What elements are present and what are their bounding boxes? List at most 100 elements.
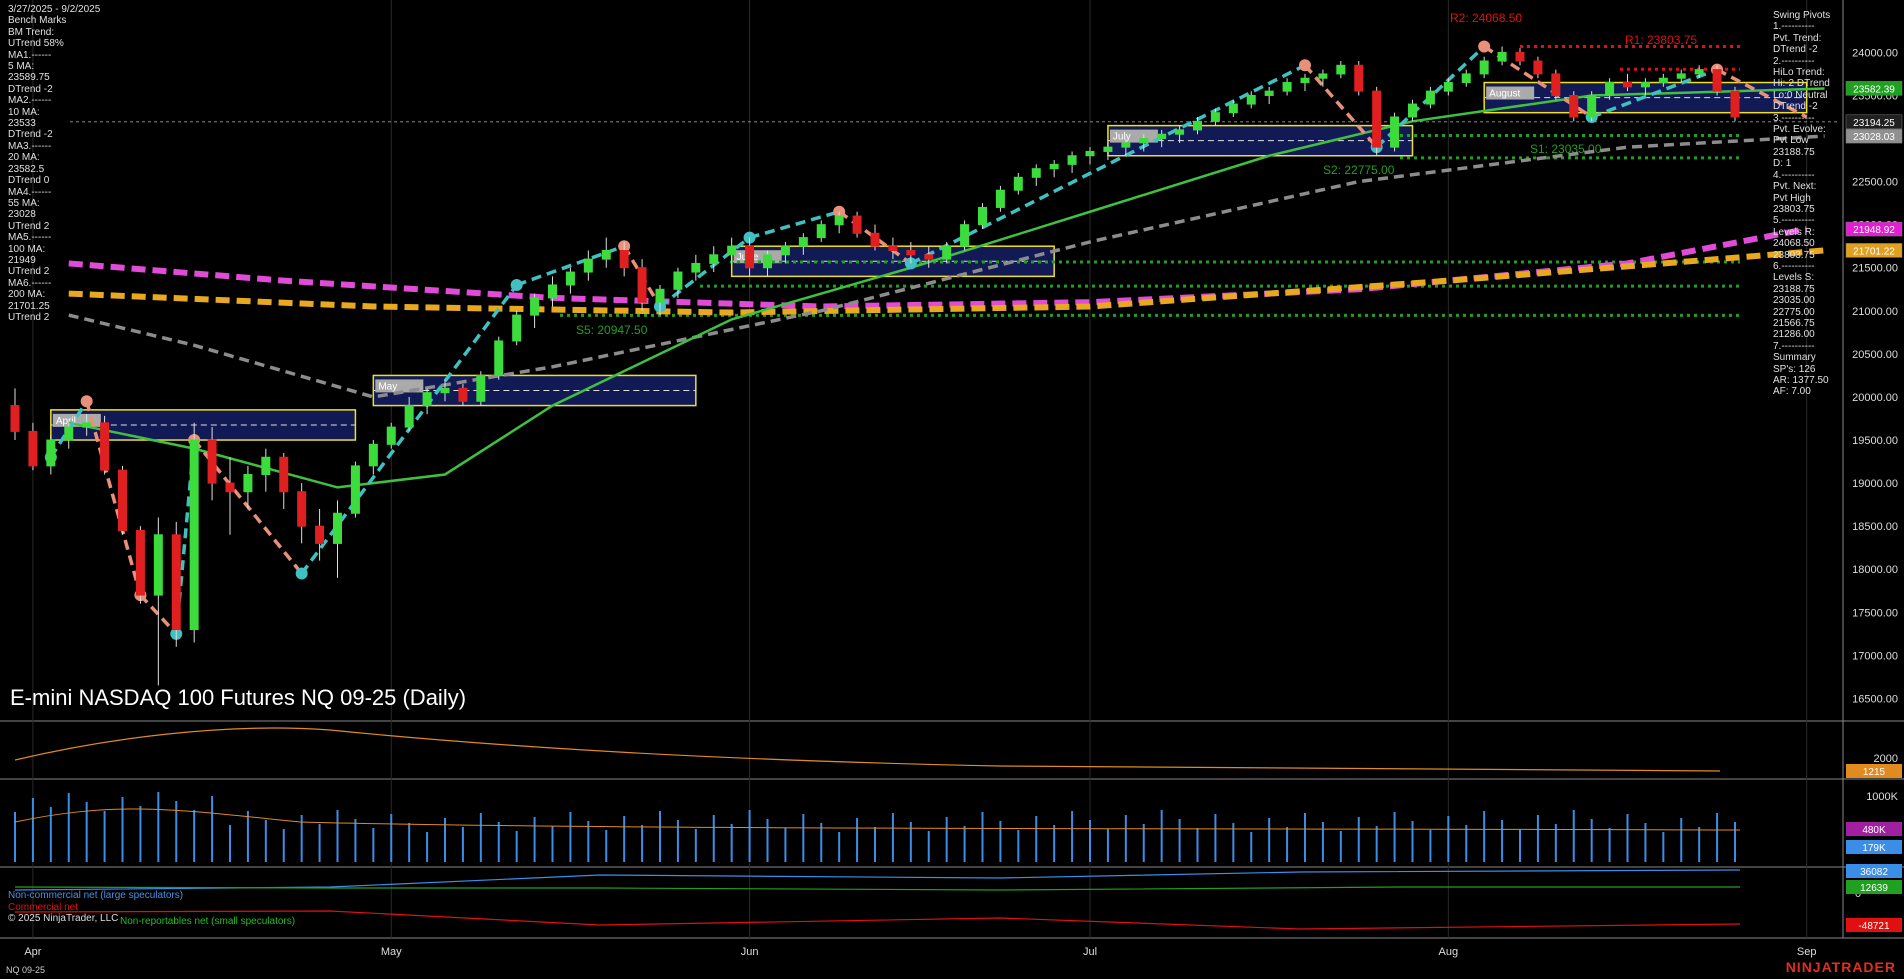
candle-body	[906, 250, 916, 256]
candle-body	[942, 245, 952, 260]
ma-55-line	[68, 134, 1825, 399]
candle-body	[1694, 69, 1704, 75]
candle-body	[1336, 64, 1346, 75]
swing-line	[1716, 68, 1808, 119]
ma-200-line	[68, 247, 1825, 316]
candle-body	[1139, 138, 1149, 144]
y-tick-label: 19500.00	[1852, 435, 1898, 447]
candle-body	[100, 422, 110, 471]
y-tick-label: 18000.00	[1852, 564, 1898, 576]
candle-body	[1712, 69, 1722, 92]
swing-pivot-marker	[510, 278, 523, 291]
candle-body	[1425, 90, 1435, 105]
candle-body	[530, 297, 540, 316]
candle-body	[763, 254, 772, 269]
candle-body	[1515, 51, 1525, 62]
swing-line	[838, 210, 912, 265]
level-label-s5: S5: 20947.50	[576, 323, 648, 337]
candle-body	[350, 465, 360, 514]
candle-body	[1605, 82, 1615, 96]
candle-body	[1533, 60, 1543, 75]
indicator-tick: 2000	[1874, 753, 1898, 765]
x-tick-label: Jul	[1083, 946, 1097, 958]
y-tick-label: 17000.00	[1852, 650, 1898, 662]
ninjatrader-logo: NINJATRADER	[1785, 959, 1896, 975]
candle-body	[207, 439, 217, 484]
candle-body	[368, 443, 378, 467]
candle-body	[1121, 142, 1131, 148]
candle-body	[1658, 77, 1668, 84]
candle-body	[745, 245, 755, 269]
candle-body	[1300, 77, 1310, 84]
candle-body	[1479, 60, 1489, 75]
candle-body	[82, 422, 92, 428]
price-tag	[1845, 128, 1903, 144]
candle-body	[440, 387, 450, 394]
price-tag-label: 21701.22	[1853, 246, 1895, 257]
y-tick-label: 20500.00	[1852, 349, 1898, 361]
volume-tag	[1846, 840, 1902, 854]
y-tick-label: 21500.00	[1852, 263, 1898, 275]
candle-body	[852, 215, 862, 234]
candle-body	[834, 215, 844, 226]
price-tag	[1845, 81, 1903, 96]
candle-body	[297, 491, 307, 527]
cot-tag-label: 36082	[1860, 867, 1888, 878]
candle-body	[995, 189, 1005, 208]
indicator-tag-label: 1215	[1863, 767, 1886, 778]
candle-body	[64, 426, 74, 441]
candle-body	[1372, 90, 1382, 148]
indicator-line	[14, 727, 1721, 772]
volume-tag-label: 179K	[1862, 843, 1886, 854]
candle-body	[28, 430, 38, 467]
x-tick-label: Apr	[24, 946, 41, 958]
candle-body	[404, 405, 414, 428]
candle-body	[261, 456, 271, 475]
candle-body	[888, 245, 898, 252]
y-tick-label: 16500.00	[1852, 693, 1898, 705]
candle-body	[135, 529, 145, 596]
level-label-r1: R1: 23803.75	[1625, 33, 1697, 47]
cot-tag	[1846, 880, 1902, 894]
price-tag	[1845, 243, 1903, 258]
x-tick-label: Aug	[1439, 946, 1459, 958]
chart-title: E-mini NASDAQ 100 Futures NQ 09-25 (Dail…	[10, 685, 467, 710]
swing-line	[84, 400, 143, 596]
price-tag	[1845, 114, 1903, 130]
bench-marks-panel: 3/27/2025 - 9/2/2025 Bench Marks BM Tren…	[8, 4, 101, 323]
candle-body	[1246, 94, 1256, 105]
candle-body	[1461, 73, 1471, 84]
month-tag-label: July	[1113, 132, 1131, 143]
candle-body	[46, 439, 56, 467]
candle-body	[512, 314, 522, 342]
candle-body	[153, 534, 163, 596]
candle-body	[1264, 90, 1274, 96]
candle-body	[960, 224, 970, 247]
candle-body	[870, 232, 880, 247]
candle-body	[1587, 94, 1597, 118]
candle-body	[1049, 163, 1059, 170]
candle-body	[798, 237, 808, 247]
month-tag-bg	[1486, 86, 1535, 100]
y-tick-label: 20000.00	[1852, 392, 1898, 404]
level-label-s2: S2: 22775.00	[1323, 163, 1395, 177]
candle-body	[1210, 112, 1220, 122]
volume-tag	[1846, 822, 1902, 836]
month-tag-label: August	[1489, 89, 1520, 100]
candle-body	[171, 534, 181, 631]
x-tick-label: May	[381, 946, 402, 958]
candle-body	[601, 250, 611, 260]
candle-body	[476, 374, 486, 402]
candle-body	[1157, 133, 1167, 140]
swing-pivot-marker	[1299, 59, 1311, 72]
swing-pivot-marker	[1478, 40, 1491, 53]
candle-body	[1569, 94, 1579, 118]
candle-body	[225, 482, 235, 493]
price-tag	[1845, 221, 1903, 237]
candle-body	[978, 206, 987, 226]
price-tag-label: 23582.39	[1853, 84, 1895, 95]
volume-tag-label: 480K	[1862, 825, 1886, 836]
y-tick-label: 21000.00	[1852, 306, 1898, 318]
candle-body	[637, 267, 647, 303]
